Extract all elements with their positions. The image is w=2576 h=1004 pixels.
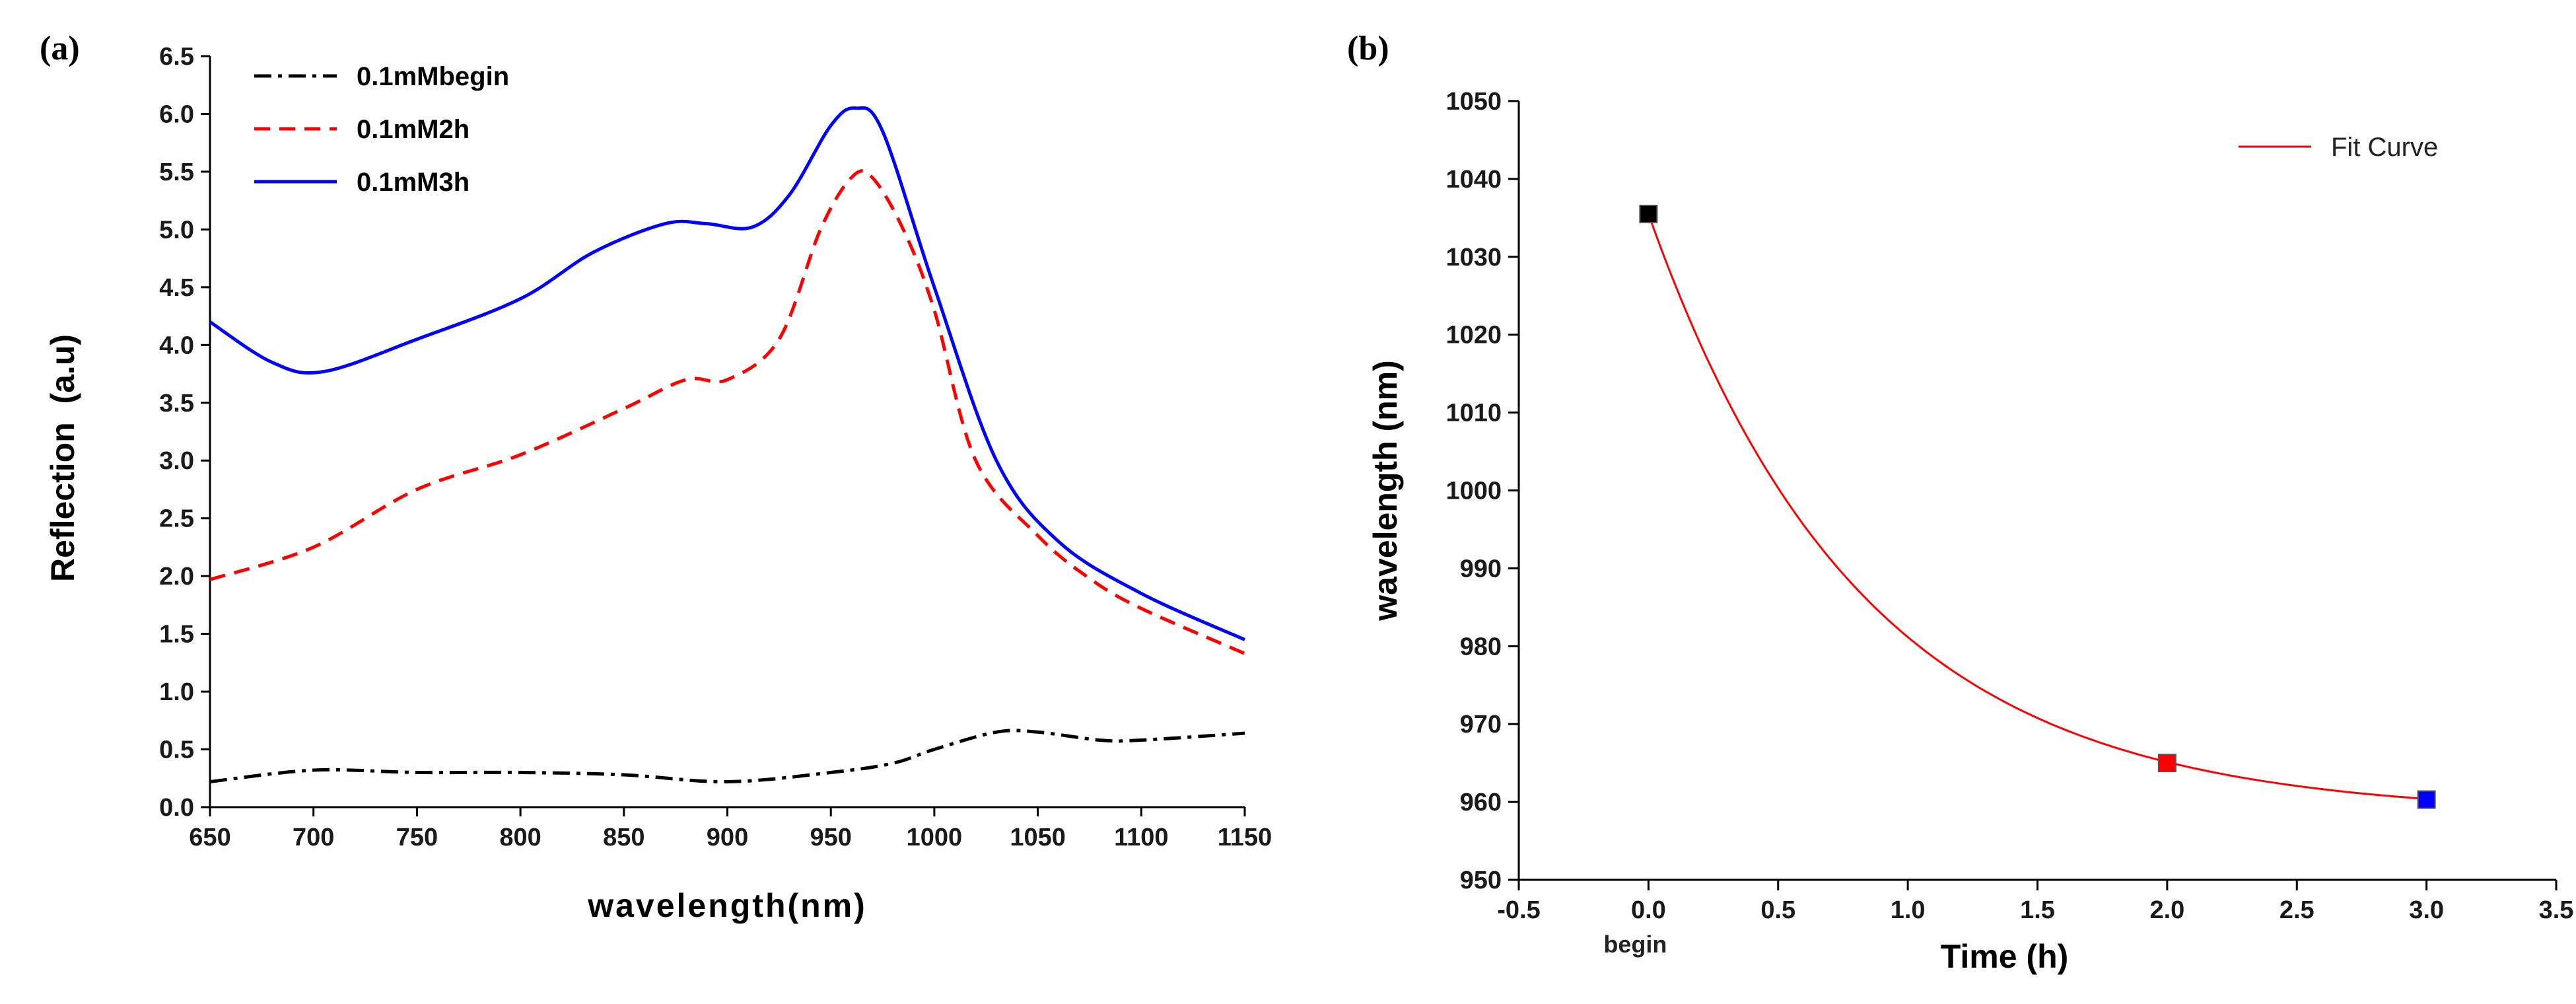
y-tick-label: 5.5 bbox=[159, 159, 194, 186]
panel-a-label: (a) bbox=[40, 30, 80, 67]
x-tick-label: 1.0 bbox=[1891, 896, 1926, 924]
x-tick-label: 3.5 bbox=[2539, 896, 2574, 924]
y-tick-label: 960 bbox=[1460, 789, 1502, 816]
x-tick-label: 950 bbox=[810, 824, 851, 851]
y-tick-label: 1.5 bbox=[159, 621, 194, 649]
x-tick-label: 750 bbox=[396, 824, 438, 851]
y-tick-label: 970 bbox=[1460, 711, 1502, 738]
legend-label-0.1mM2h: 0.1mM2h bbox=[357, 115, 470, 144]
data-point bbox=[2157, 754, 2176, 773]
series-line-0.1mM3h bbox=[209, 106, 1246, 641]
x-axis-title: Time (h) bbox=[1941, 938, 2069, 975]
y-tick-label: 2.0 bbox=[159, 563, 194, 591]
reflection-spectrum-chart: 0.0 0.5 1.0 1.5 2.0 2.5 3.0 3.5 4.0 4.5 5.0 5.5 6.0 6… bbox=[44, 43, 1272, 924]
y-tick-label: 2.5 bbox=[159, 505, 194, 533]
panel-b-label: (b) bbox=[1347, 30, 1389, 67]
x-tick-label: 1000 bbox=[907, 824, 963, 851]
x-tick-label: 850 bbox=[603, 824, 644, 851]
y-tick-label: 0.5 bbox=[159, 736, 194, 764]
legend-label-fit-curve: Fit Curve bbox=[2331, 133, 2438, 162]
series-line-0.1mM2h bbox=[209, 169, 1246, 655]
y-axis-title: Reflection (a.u) bbox=[44, 334, 81, 582]
y-tick-label: 3.0 bbox=[159, 447, 194, 475]
x-tick-label: 700 bbox=[293, 824, 334, 851]
x-tick-label: 1050 bbox=[1010, 824, 1066, 851]
series-line-0.1mMbegin bbox=[209, 729, 1245, 784]
fit-curve-line bbox=[1647, 213, 2427, 800]
x-tick-label: 900 bbox=[707, 824, 748, 851]
x-tick-label: 0.5 bbox=[1760, 896, 1795, 924]
y-tick-label: 1020 bbox=[1445, 322, 1502, 349]
y-tick-label: 950 bbox=[1460, 867, 1502, 894]
y-tick-label: 1050 bbox=[1445, 88, 1502, 116]
y-tick-label: 6.0 bbox=[159, 100, 194, 128]
x-axis-title: wavelength(nm) bbox=[587, 887, 867, 924]
y-tick-label: 980 bbox=[1460, 633, 1502, 661]
y-tick-label: 1.0 bbox=[159, 678, 194, 706]
x-tick-label: 800 bbox=[499, 824, 541, 851]
y-tick-label: 6.5 bbox=[159, 43, 194, 71]
y-tick-label: 4.0 bbox=[159, 332, 194, 359]
legend-label-0.1mMbegin: 0.1mMbegin bbox=[357, 62, 509, 91]
x-tick-label: 3.0 bbox=[2409, 896, 2444, 924]
data-point bbox=[1639, 204, 1658, 223]
y-axis-title: wavelength (nm) bbox=[1367, 360, 1404, 621]
y-tick-label: 0.0 bbox=[159, 794, 194, 822]
data-point bbox=[2417, 790, 2436, 809]
y-tick-label: 3.5 bbox=[159, 390, 194, 417]
y-tick-label: 5.0 bbox=[159, 216, 194, 244]
y-tick-label: 990 bbox=[1460, 555, 1502, 583]
x-tick-label: 2.5 bbox=[2280, 896, 2315, 924]
y-tick-label: 1040 bbox=[1445, 166, 1502, 194]
y-tick-label: 1000 bbox=[1445, 478, 1502, 505]
x-tick-label: 1.5 bbox=[2020, 896, 2055, 924]
y-tick-label: 4.5 bbox=[159, 274, 194, 302]
y-tick-label: 1030 bbox=[1445, 244, 1502, 271]
x-annotation-begin: begin bbox=[1603, 931, 1667, 958]
x-tick-label: 1100 bbox=[1114, 824, 1168, 851]
x-tick-label: 650 bbox=[189, 824, 230, 851]
x-tick-label: 2.0 bbox=[2149, 896, 2184, 924]
wavelength-vs-time-chart: 950 960 970 980 990 1000 1010 1020 1030 1040 1050 -… bbox=[1367, 88, 2573, 975]
legend-label-0.1mM3h: 0.1mM3h bbox=[357, 168, 470, 197]
x-tick-label: 0.0 bbox=[1631, 896, 1666, 924]
y-tick-label: 1010 bbox=[1445, 400, 1502, 427]
x-tick-label: -0.5 bbox=[1497, 896, 1540, 924]
x-tick-label: 1150 bbox=[1218, 824, 1272, 851]
